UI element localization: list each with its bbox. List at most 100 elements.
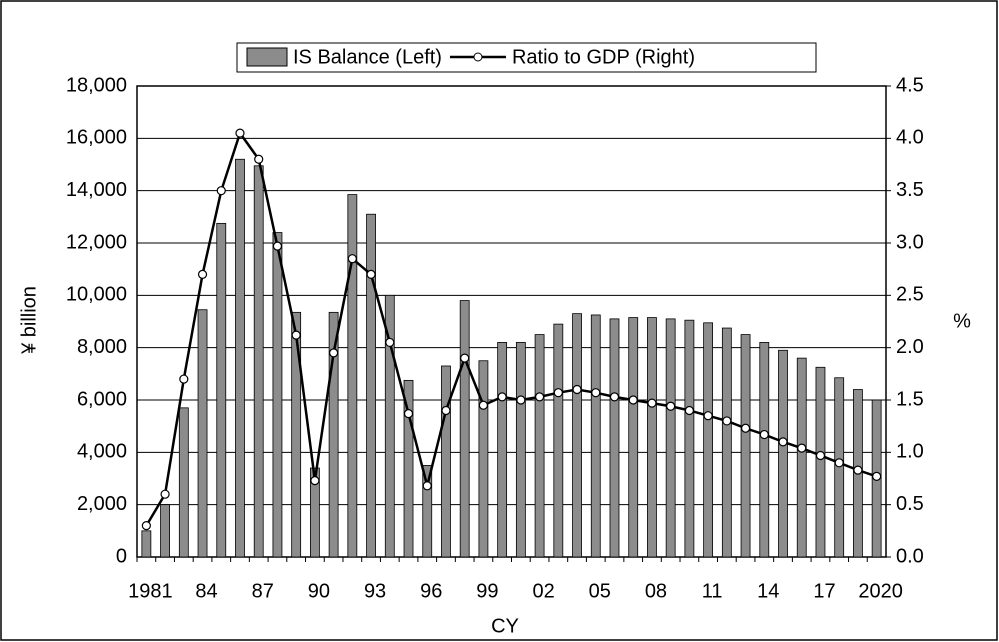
bar xyxy=(515,342,526,558)
y-tick-label: 0 xyxy=(116,545,127,567)
x-tick-label: 96 xyxy=(420,580,442,602)
line-marker xyxy=(740,423,751,433)
bar xyxy=(609,318,620,558)
y2-tick-label: 0.0 xyxy=(896,545,924,567)
bar xyxy=(253,165,264,558)
line-marker xyxy=(666,401,676,411)
line-marker xyxy=(329,348,339,358)
x-tick-label: 93 xyxy=(364,580,386,602)
bar xyxy=(441,365,451,558)
bar xyxy=(796,357,807,558)
line-marker xyxy=(797,443,807,453)
bar xyxy=(178,407,189,558)
y-tick-label: 16,000 xyxy=(66,127,127,149)
bar xyxy=(721,327,732,558)
y2-tick-label: 3.0 xyxy=(896,231,924,253)
line-marker xyxy=(572,384,582,395)
bar xyxy=(422,465,433,558)
y-tick-label: 14,000 xyxy=(66,179,127,201)
line-marker xyxy=(403,409,414,419)
line-marker xyxy=(160,489,170,499)
y2-tick-label: 1.0 xyxy=(896,441,924,463)
bar xyxy=(478,360,489,558)
line-marker xyxy=(834,458,844,468)
bar xyxy=(628,317,639,558)
bar xyxy=(141,530,152,558)
legend-label: Ratio to GDP (Right) xyxy=(512,46,695,68)
bar xyxy=(684,319,695,558)
bar xyxy=(778,349,788,558)
bar xyxy=(197,309,208,558)
x-tick-label: 11 xyxy=(702,580,723,602)
line-marker xyxy=(347,254,357,264)
x-tick-label: 87 xyxy=(252,580,274,602)
legend-label: IS Balance (Left) xyxy=(293,46,442,68)
line-marker xyxy=(815,450,826,461)
y-tick-label: 8,000 xyxy=(77,336,127,358)
line-marker xyxy=(141,520,151,531)
y-axis-title: ¥ billion xyxy=(18,286,40,355)
line-marker xyxy=(609,392,620,402)
y2-tick-label: 4.5 xyxy=(896,74,924,96)
bar xyxy=(403,379,414,558)
bar xyxy=(703,322,714,558)
bar xyxy=(459,300,470,558)
line-marker xyxy=(647,398,657,408)
x-tick-label: 02 xyxy=(532,580,554,602)
legend-box xyxy=(236,42,817,73)
bar xyxy=(665,318,676,558)
bar xyxy=(815,366,826,558)
y2-tick-label: 2.5 xyxy=(896,284,924,306)
x-tick-label: 2020 xyxy=(858,580,903,602)
bar xyxy=(647,317,657,558)
bar xyxy=(272,232,283,558)
line-marker xyxy=(310,475,320,486)
line-marker xyxy=(216,186,226,196)
line-marker xyxy=(497,392,507,402)
line-marker xyxy=(872,471,882,482)
line-marker xyxy=(366,269,376,279)
line-marker xyxy=(759,429,769,440)
bar xyxy=(759,342,770,558)
bar xyxy=(328,311,339,558)
line xyxy=(145,130,878,527)
y2-tick-label: 4.0 xyxy=(896,127,924,149)
line-marker xyxy=(853,465,863,475)
line-marker xyxy=(441,405,451,416)
y2-axis-title: % xyxy=(953,310,971,332)
bar xyxy=(347,194,358,558)
bar xyxy=(309,467,320,558)
legend-marker xyxy=(473,52,483,62)
x-tick-label: 99 xyxy=(476,580,498,602)
bar xyxy=(160,504,170,558)
y-tick-label: 4,000 xyxy=(77,441,127,463)
x-tick-label: 14 xyxy=(757,580,779,602)
x-tick-label: 17 xyxy=(813,580,835,602)
bar xyxy=(497,342,508,558)
bar xyxy=(590,314,601,558)
x-tick-label: 1981 xyxy=(128,580,173,602)
x-tick-label: 08 xyxy=(645,580,667,602)
x-tick-label: 84 xyxy=(195,580,217,602)
legend-swatch xyxy=(246,47,288,67)
bar xyxy=(291,311,302,558)
x-axis-title: CY xyxy=(491,615,519,637)
line-marker xyxy=(478,400,489,410)
line-marker xyxy=(197,269,208,279)
x-tick-label: 05 xyxy=(589,580,611,602)
line-marker xyxy=(534,392,545,402)
y-tick-label: 12,000 xyxy=(66,231,127,253)
line-marker xyxy=(460,353,470,363)
line-marker xyxy=(385,337,395,348)
bar xyxy=(740,334,751,558)
bar xyxy=(235,158,245,558)
y2-tick-label: 2.0 xyxy=(896,336,924,358)
bar xyxy=(366,213,376,558)
y-tick-label: 6,000 xyxy=(77,388,127,410)
line-marker xyxy=(703,411,713,421)
line-marker xyxy=(778,437,788,447)
y2-tick-label: 0.5 xyxy=(896,493,924,515)
y-tick-label: 18,000 xyxy=(66,74,127,96)
bar xyxy=(384,294,395,558)
